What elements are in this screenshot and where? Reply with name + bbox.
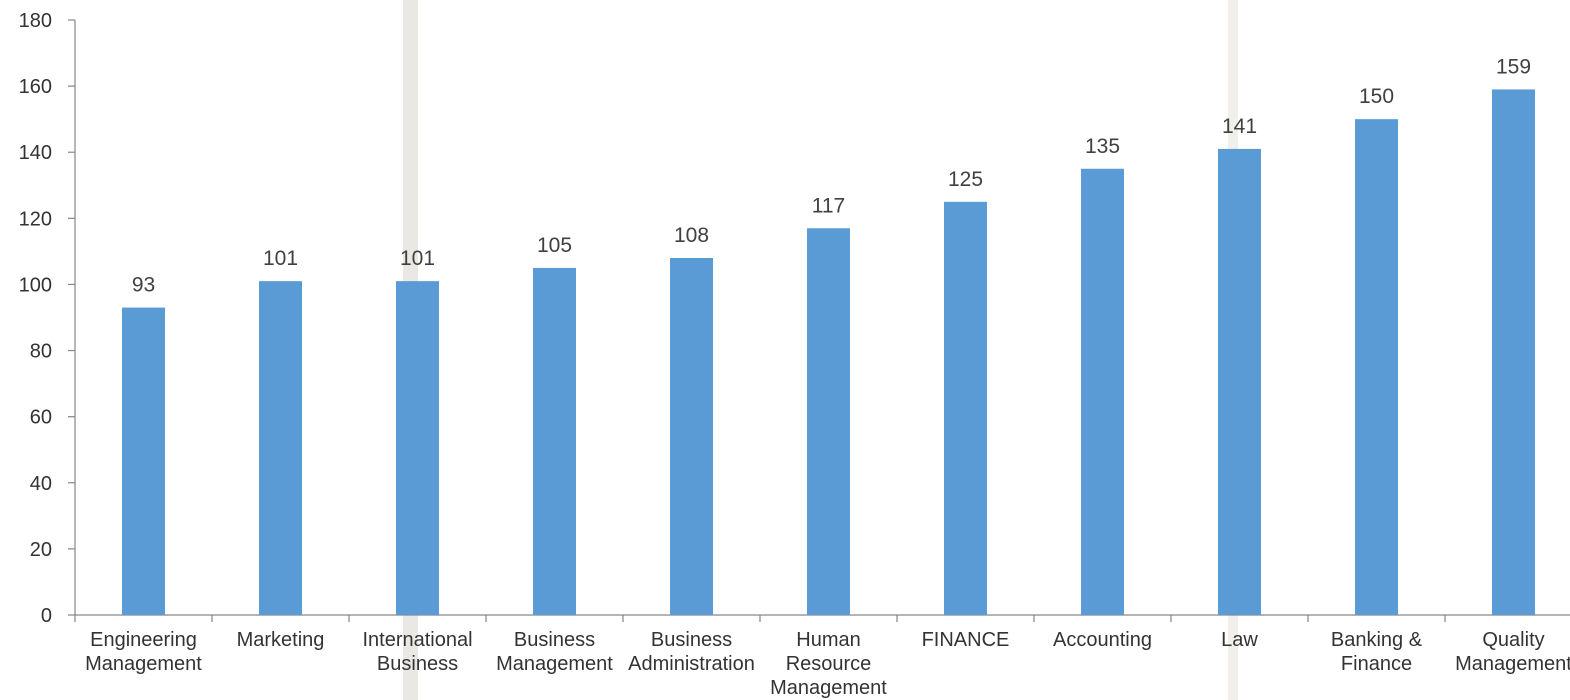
data-label: 135 xyxy=(1085,135,1120,158)
data-label: 108 xyxy=(674,224,709,247)
category-label-line: Business xyxy=(514,629,595,651)
category-label: Banking & Finance xyxy=(1331,629,1423,675)
category-label-line: Management xyxy=(496,653,613,675)
data-label: 101 xyxy=(400,247,435,270)
y-tick-label: 120 xyxy=(19,208,52,230)
category-label-line: Finance xyxy=(1341,653,1412,675)
category-label-line: Banking & xyxy=(1331,629,1423,651)
category-label-line: Business xyxy=(377,653,458,675)
x-axis xyxy=(74,614,1570,622)
category-label-line: FINANCE xyxy=(922,629,1010,651)
bar xyxy=(122,307,165,615)
bar xyxy=(396,281,439,615)
category-label-line: Administration xyxy=(628,653,755,675)
category-label-line: Human xyxy=(796,629,860,651)
category-label: Marketing xyxy=(237,629,325,651)
y-tick-label: 100 xyxy=(19,274,52,296)
bar xyxy=(1218,148,1261,615)
data-label: 150 xyxy=(1359,85,1394,108)
bars xyxy=(122,89,1535,616)
y-tick-label: 40 xyxy=(30,473,52,495)
category-label: Human Resource Management xyxy=(770,629,887,699)
y-tick-label: 20 xyxy=(30,539,52,561)
data-label: 141 xyxy=(1222,115,1257,138)
data-label: 159 xyxy=(1496,55,1531,78)
y-tick-label: 80 xyxy=(30,341,52,363)
category-label: Business Management xyxy=(496,629,613,675)
category-label-line: Management xyxy=(1455,653,1570,675)
category-label-line: Law xyxy=(1221,629,1258,651)
data-label: 101 xyxy=(263,247,298,270)
y-tick-label: 60 xyxy=(30,407,52,429)
y-tick-label: 160 xyxy=(19,76,52,98)
y-tick-label: 140 xyxy=(19,142,52,164)
y-tick-label: 180 xyxy=(19,10,52,32)
bar xyxy=(1492,89,1535,615)
category-label: Law xyxy=(1221,629,1258,651)
data-label: 125 xyxy=(948,168,983,191)
category-label: Accounting xyxy=(1053,629,1152,651)
category-label: Engineering Management xyxy=(85,629,202,675)
bar xyxy=(1355,119,1398,616)
bar xyxy=(1081,168,1124,615)
bar xyxy=(670,258,713,615)
category-label-line: Management xyxy=(85,653,202,675)
category-label-line: International xyxy=(362,629,472,651)
data-label: 105 xyxy=(537,234,572,257)
category-label-line: Marketing xyxy=(237,629,325,651)
y-tick-label: 0 xyxy=(41,605,52,627)
category-label: Business Administration xyxy=(628,629,755,675)
data-label: 117 xyxy=(812,194,845,217)
bar xyxy=(807,228,850,615)
category-label: International Business xyxy=(362,629,472,675)
category-label-line: Accounting xyxy=(1053,629,1152,651)
category-label: Quality Management xyxy=(1455,629,1570,675)
bar xyxy=(259,281,302,615)
category-label: FINANCE xyxy=(922,629,1010,651)
bar xyxy=(533,267,576,615)
category-label-line: Engineering xyxy=(90,629,197,651)
category-label-line: Management xyxy=(770,677,887,699)
category-label-line: Quality xyxy=(1482,629,1544,651)
bar xyxy=(944,201,987,616)
category-label-line: Business xyxy=(651,629,732,651)
y-axis: 0 20 40 60 80 100 120 140 160 180 xyxy=(19,10,76,627)
category-label-line: Resource xyxy=(786,653,872,675)
data-label: 93 xyxy=(132,274,155,297)
data-labels: 93 101 101 105 108 117 125 135 141 150 159 xyxy=(132,55,1531,296)
